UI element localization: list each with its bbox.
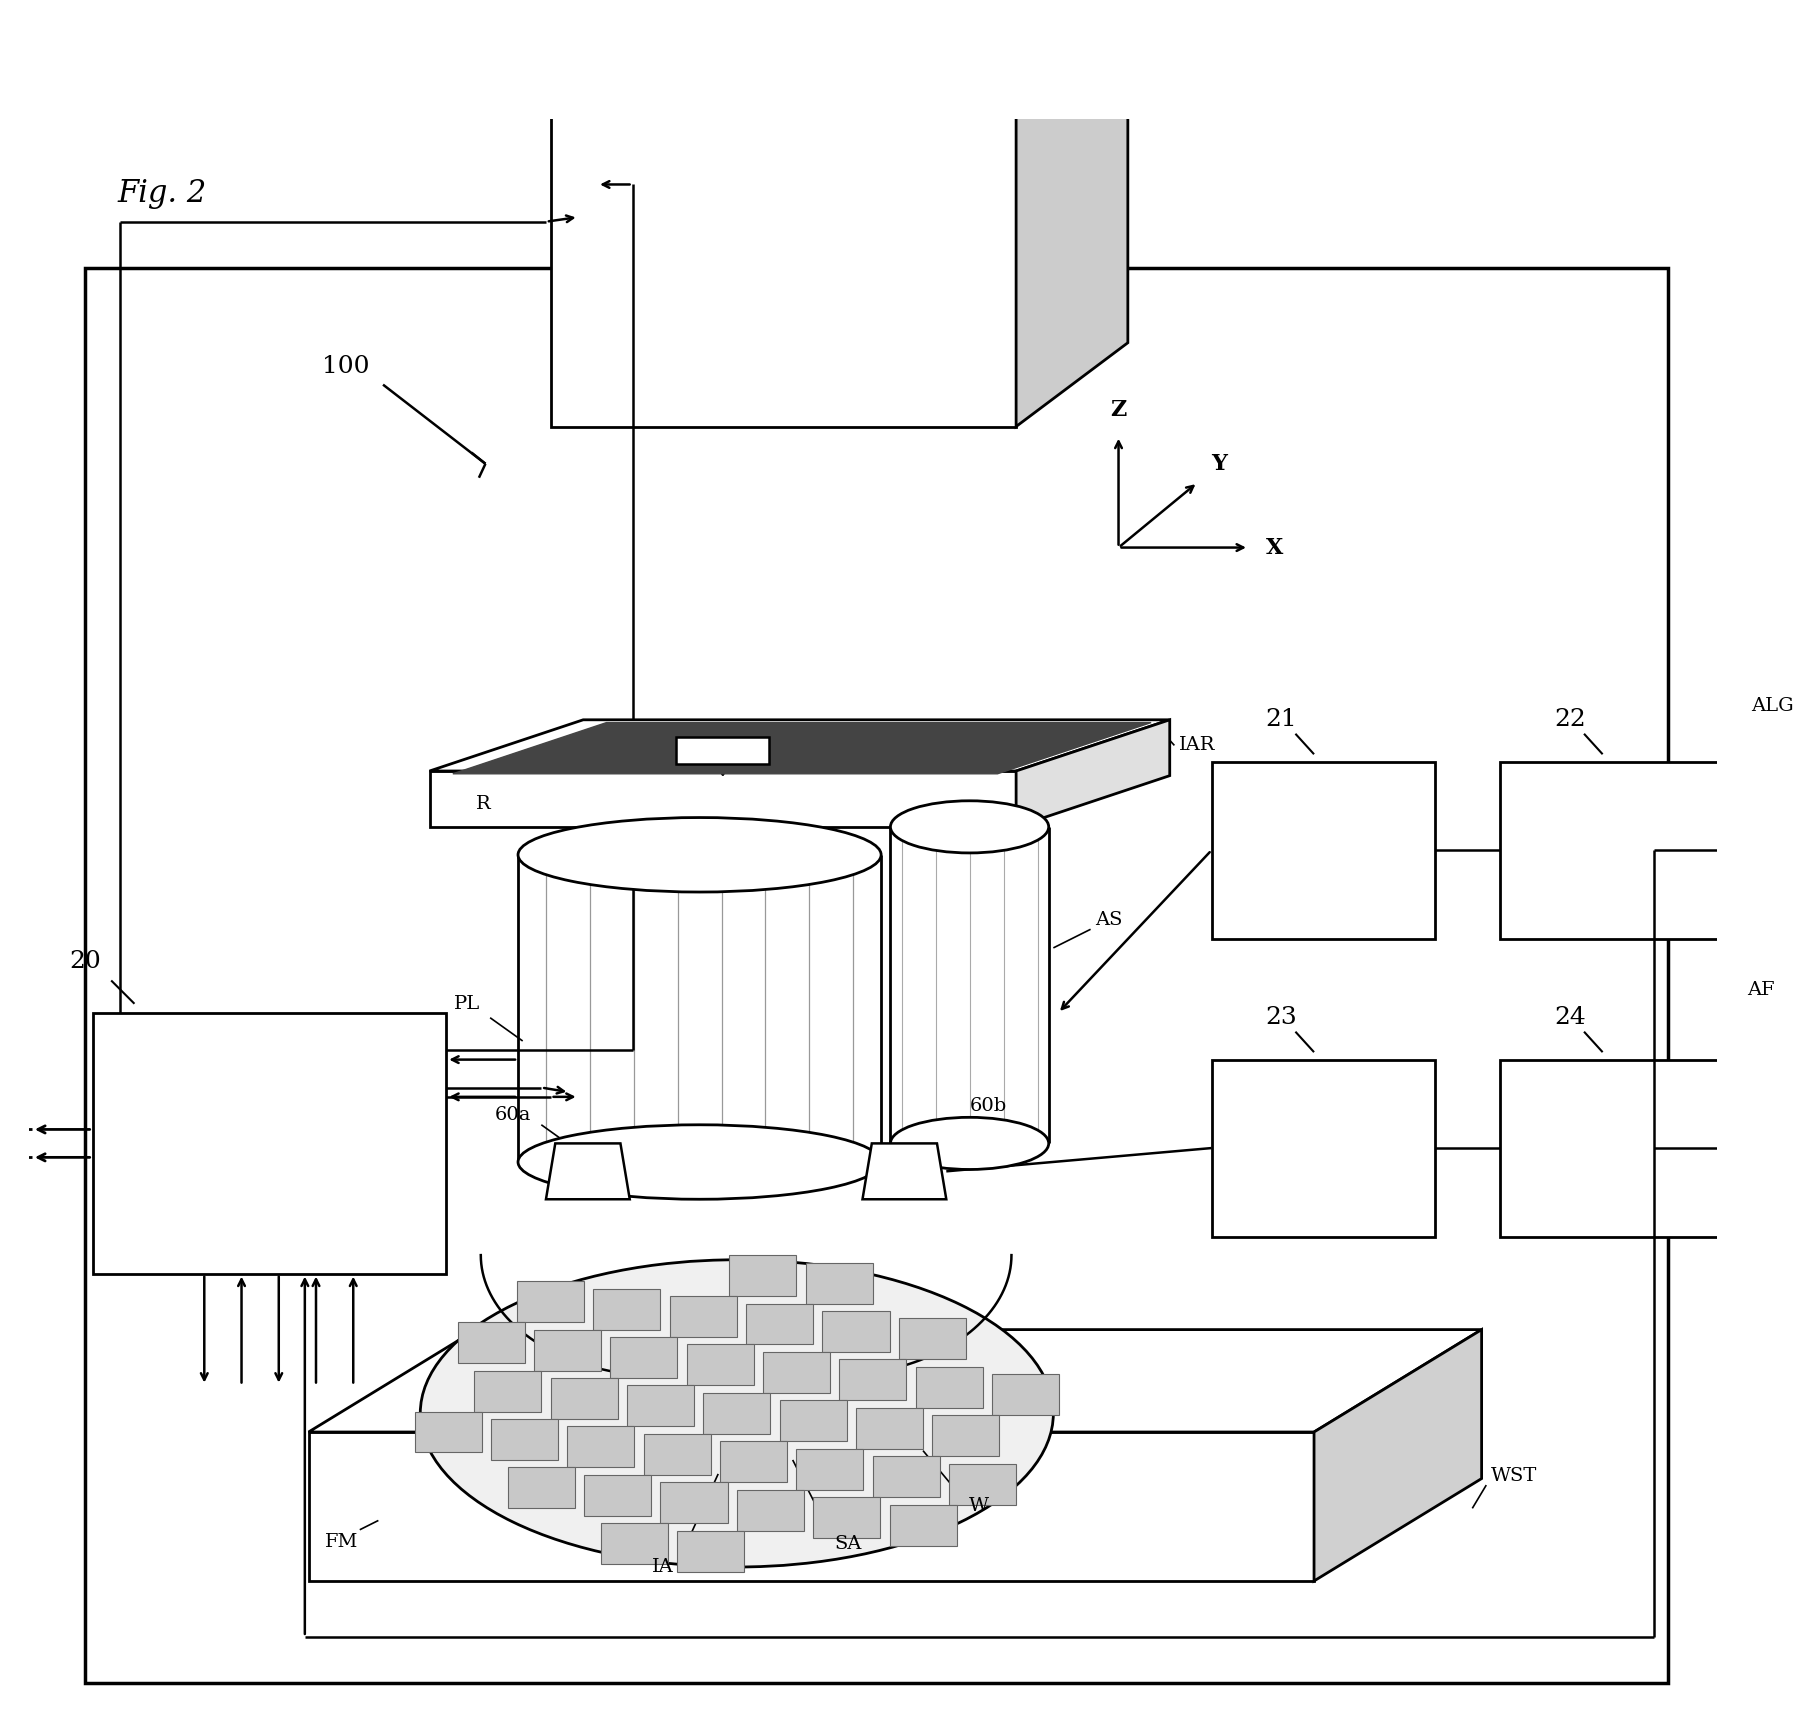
Bar	[729, 1255, 796, 1297]
Bar	[780, 1400, 847, 1442]
Polygon shape	[308, 1330, 1481, 1432]
Bar	[948, 1464, 1015, 1504]
Polygon shape	[430, 771, 1015, 826]
Bar	[364, 1478, 422, 1520]
Bar	[747, 1304, 814, 1345]
Ellipse shape	[890, 801, 1048, 852]
Text: 100: 100	[323, 354, 370, 377]
Bar	[508, 1468, 575, 1508]
Bar	[899, 1319, 966, 1359]
Bar	[415, 1411, 482, 1452]
Polygon shape	[546, 1143, 629, 1200]
Polygon shape	[676, 738, 769, 764]
Bar	[678, 1530, 745, 1572]
Text: ALG: ALG	[1751, 697, 1795, 714]
Bar	[593, 1288, 660, 1330]
Text: 24: 24	[1554, 1006, 1586, 1029]
Bar	[611, 1337, 678, 1378]
Bar	[916, 1368, 983, 1407]
Text: W: W	[968, 1497, 988, 1516]
Bar	[814, 1497, 879, 1539]
Polygon shape	[551, 111, 1015, 427]
Polygon shape	[1015, 719, 1169, 826]
Polygon shape	[308, 1432, 1314, 1580]
Text: AS: AS	[1095, 911, 1122, 928]
Bar	[644, 1433, 711, 1475]
Text: 21: 21	[1265, 709, 1298, 731]
Text: IA: IA	[651, 1558, 673, 1577]
Bar	[85, 268, 1668, 1684]
Ellipse shape	[421, 1260, 1053, 1566]
Bar	[627, 1385, 694, 1426]
Bar	[92, 1013, 446, 1274]
Polygon shape	[430, 719, 1169, 771]
Ellipse shape	[519, 1126, 881, 1200]
Bar	[823, 1311, 890, 1352]
Text: R: R	[477, 795, 491, 813]
Ellipse shape	[519, 818, 881, 892]
Bar	[687, 1345, 754, 1385]
Bar	[517, 1281, 584, 1323]
Bar	[551, 1378, 618, 1420]
Text: Z: Z	[1110, 399, 1126, 420]
Bar	[805, 1262, 872, 1304]
Text: WST: WST	[1490, 1466, 1537, 1485]
Text: IL: IL	[801, 742, 823, 759]
Bar	[932, 1416, 999, 1456]
Bar	[669, 1297, 736, 1337]
Bar	[736, 1490, 803, 1530]
Bar	[1499, 1060, 1724, 1236]
Bar	[703, 1394, 771, 1433]
Text: 60b: 60b	[970, 1098, 1006, 1115]
Polygon shape	[453, 723, 1151, 775]
Bar	[763, 1352, 830, 1394]
Polygon shape	[1314, 1330, 1481, 1580]
Bar	[890, 1504, 957, 1546]
Bar	[600, 1523, 667, 1565]
Bar	[856, 1407, 923, 1449]
Bar	[457, 1323, 524, 1362]
Text: PL: PL	[453, 994, 480, 1013]
Bar	[1211, 1060, 1436, 1236]
Text: SA: SA	[834, 1535, 863, 1553]
Polygon shape	[551, 26, 1128, 111]
Bar	[567, 1426, 635, 1468]
Text: 20: 20	[69, 951, 102, 973]
Text: 60a: 60a	[495, 1107, 531, 1124]
Polygon shape	[1015, 26, 1128, 427]
Bar	[839, 1359, 906, 1400]
Bar	[796, 1449, 863, 1490]
Bar	[491, 1420, 558, 1459]
Text: 23: 23	[1265, 1006, 1298, 1029]
Text: X: X	[1265, 536, 1284, 558]
Bar	[533, 1330, 600, 1371]
Text: Fig. 2: Fig. 2	[118, 178, 207, 209]
Bar	[660, 1482, 727, 1523]
Bar	[872, 1456, 939, 1497]
Text: FM: FM	[325, 1534, 357, 1551]
Bar	[1499, 762, 1724, 939]
Text: Y: Y	[1211, 453, 1227, 475]
Text: 22: 22	[1554, 709, 1586, 731]
Text: AF: AF	[1748, 980, 1775, 999]
Ellipse shape	[890, 1117, 1048, 1169]
Text: IAR: IAR	[1178, 737, 1215, 754]
Polygon shape	[863, 1143, 946, 1200]
Bar	[475, 1371, 542, 1411]
Bar	[1211, 762, 1436, 939]
Bar	[720, 1442, 787, 1482]
Bar	[584, 1475, 651, 1516]
Bar	[992, 1375, 1059, 1416]
